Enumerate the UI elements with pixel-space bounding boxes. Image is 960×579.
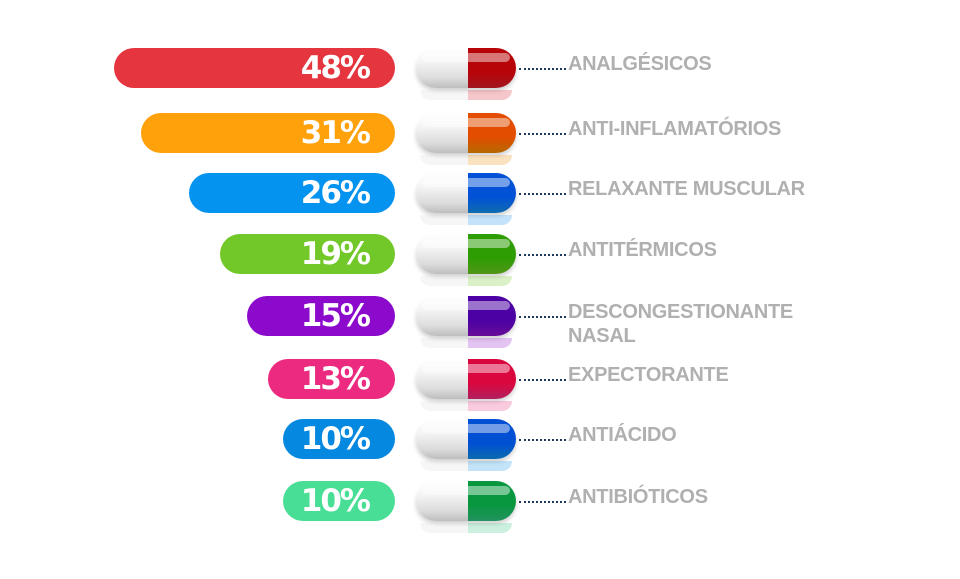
row-antitermicos: 19% ANTITÉRMICOS bbox=[0, 232, 960, 286]
bar: 15% bbox=[247, 296, 395, 336]
percent-value: 10% bbox=[300, 421, 371, 457]
category-label: ANTITÉRMICOS bbox=[568, 239, 717, 261]
category-label: DESCONGESTIONANTE NASAL bbox=[568, 301, 793, 347]
category-label: RELAXANTE MUSCULAR bbox=[568, 178, 805, 200]
capsule-reflection bbox=[420, 155, 512, 165]
bar: 19% bbox=[220, 234, 395, 274]
dotted-leader bbox=[519, 193, 566, 195]
capsule-icon bbox=[416, 48, 516, 88]
percent-value: 31% bbox=[300, 115, 371, 151]
bar: 48% bbox=[114, 48, 395, 88]
capsule-icon bbox=[416, 359, 516, 399]
category-label: EXPECTORANTE bbox=[568, 364, 729, 386]
capsule-icon bbox=[416, 419, 516, 459]
dotted-leader bbox=[519, 379, 566, 381]
dotted-leader bbox=[519, 68, 566, 70]
percent-value: 10% bbox=[300, 483, 371, 519]
capsule-reflection bbox=[420, 215, 512, 225]
category-label: ANALGÉSICOS bbox=[568, 53, 712, 75]
category-label: ANTIBIÓTICOS bbox=[568, 486, 708, 508]
category-label: ANTI-INFLAMATÓRIOS bbox=[568, 118, 782, 140]
dotted-leader bbox=[519, 254, 566, 256]
bar: 13% bbox=[268, 359, 395, 399]
capsule-reflection bbox=[420, 338, 512, 348]
dotted-leader bbox=[519, 501, 566, 503]
percent-value: 26% bbox=[300, 175, 371, 211]
dotted-leader bbox=[519, 439, 566, 441]
bar: 31% bbox=[141, 113, 395, 153]
row-antiacido: 10% ANTIÁCIDO bbox=[0, 417, 960, 471]
percent-value: 19% bbox=[300, 236, 371, 272]
row-expectorante: 13% EXPECTORANTE bbox=[0, 357, 960, 411]
bar: 10% bbox=[283, 481, 395, 521]
row-anti-inflamatorios: 31% ANTI-INFLAMATÓRIOS bbox=[0, 111, 960, 165]
dotted-leader bbox=[519, 133, 566, 135]
row-analgesicos: 48% ANALGÉSICOS bbox=[0, 46, 960, 100]
capsule-icon bbox=[416, 113, 516, 153]
capsule-icon bbox=[416, 234, 516, 274]
percent-value: 15% bbox=[300, 298, 371, 334]
category-label: ANTIÁCIDO bbox=[568, 424, 677, 446]
bar: 26% bbox=[189, 173, 395, 213]
capsule-icon bbox=[416, 173, 516, 213]
dotted-leader bbox=[519, 316, 566, 318]
row-antibioticos: 10% ANTIBIÓTICOS bbox=[0, 479, 960, 533]
capsule-icon bbox=[416, 296, 516, 336]
bar: 10% bbox=[283, 419, 395, 459]
percent-value: 13% bbox=[300, 361, 371, 397]
capsule-icon bbox=[416, 481, 516, 521]
capsule-reflection bbox=[420, 276, 512, 286]
row-relaxante-muscular: 26% RELAXANTE MUSCULAR bbox=[0, 171, 960, 225]
capsule-reflection bbox=[420, 461, 512, 471]
percent-value: 48% bbox=[300, 50, 371, 86]
capsule-reflection bbox=[420, 523, 512, 533]
capsule-reflection bbox=[420, 401, 512, 411]
row-descongestionante-nasal: 15% DESCONGESTIONANTE NASAL bbox=[0, 294, 960, 348]
capsule-reflection bbox=[420, 90, 512, 100]
